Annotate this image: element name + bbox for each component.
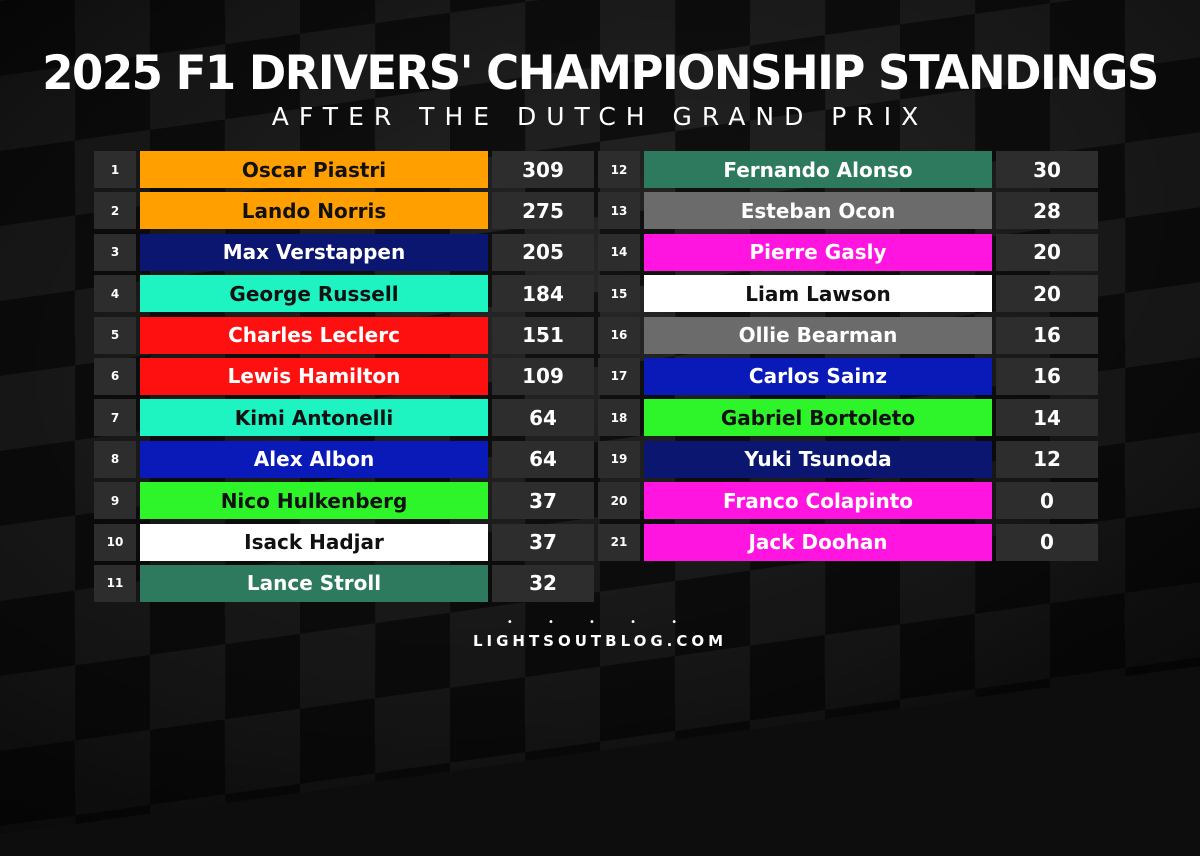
driver-points: 20 — [996, 275, 1098, 313]
position-number: 13 — [598, 192, 640, 230]
page-title: 2025 F1 DRIVERS' CHAMPIONSHIP STANDINGS — [42, 44, 1159, 101]
driver-name: Carlos Sainz — [644, 357, 992, 395]
position-number: 16 — [598, 316, 640, 354]
driver-points: 37 — [492, 523, 594, 561]
driver-points: 151 — [492, 316, 594, 354]
driver-points: 205 — [492, 233, 594, 271]
driver-name: Gabriel Bortoleto — [644, 399, 992, 437]
driver-name: Esteban Ocon — [644, 192, 992, 230]
position-number: 2 — [94, 192, 136, 230]
position-number: 21 — [598, 523, 640, 561]
driver-points: 37 — [492, 482, 594, 520]
driver-points: 14 — [996, 399, 1098, 437]
position-number: 18 — [598, 399, 640, 437]
page-subtitle: AFTER THE DUTCH GRAND PRIX — [271, 102, 929, 131]
position-number: 3 — [94, 233, 136, 271]
driver-name: Max Verstappen — [140, 233, 488, 271]
position-number: 4 — [94, 275, 136, 313]
footer-dots: • • • • • — [506, 617, 694, 628]
position-number: 19 — [598, 440, 640, 478]
driver-name: Lando Norris — [140, 192, 488, 230]
driver-points: 64 — [492, 399, 594, 437]
driver-name: Nico Hulkenberg — [140, 482, 488, 520]
position-number: 8 — [94, 440, 136, 478]
driver-points: 309 — [492, 151, 594, 188]
driver-points: 32 — [492, 564, 594, 602]
position-number: 10 — [94, 523, 136, 561]
driver-name: Kimi Antonelli — [140, 399, 488, 437]
driver-name: Lance Stroll — [140, 564, 488, 602]
driver-points: 275 — [492, 192, 594, 230]
driver-points: 30 — [996, 151, 1098, 188]
driver-points: 184 — [492, 275, 594, 313]
driver-name: Isack Hadjar — [140, 523, 488, 561]
position-number: 15 — [598, 275, 640, 313]
driver-name: Jack Doohan — [644, 523, 992, 561]
driver-name: Pierre Gasly — [644, 233, 992, 271]
driver-name: Fernando Alonso — [644, 151, 992, 188]
driver-name: Yuki Tsunoda — [644, 440, 992, 478]
driver-name: Alex Albon — [140, 440, 488, 478]
driver-name: Liam Lawson — [644, 275, 992, 313]
driver-points: 0 — [996, 482, 1098, 520]
driver-points: 28 — [996, 192, 1098, 230]
position-number: 1 — [94, 151, 136, 188]
position-number: 9 — [94, 482, 136, 520]
position-number: 5 — [94, 316, 136, 354]
position-number: 17 — [598, 357, 640, 395]
driver-name: Oscar Piastri — [140, 151, 488, 188]
position-number: 6 — [94, 357, 136, 395]
standings-graphic: 2025 F1 DRIVERS' CHAMPIONSHIP STANDINGS … — [42, 44, 1159, 650]
driver-points: 12 — [996, 440, 1098, 478]
position-number: 12 — [598, 151, 640, 188]
driver-points: 64 — [492, 440, 594, 478]
driver-name: Ollie Bearman — [644, 316, 992, 354]
position-number: 14 — [598, 233, 640, 271]
position-number: 11 — [94, 564, 136, 602]
driver-name: Charles Leclerc — [140, 316, 488, 354]
driver-points: 16 — [996, 357, 1098, 395]
driver-name: George Russell — [140, 275, 488, 313]
driver-points: 16 — [996, 316, 1098, 354]
driver-points: 20 — [996, 233, 1098, 271]
position-number: 7 — [94, 399, 136, 437]
driver-points: 109 — [492, 357, 594, 395]
driver-points: 0 — [996, 523, 1098, 561]
driver-name: Franco Colapinto — [644, 482, 992, 520]
driver-name: Lewis Hamilton — [140, 357, 488, 395]
position-number: 20 — [598, 482, 640, 520]
footer-site-url: LIGHTSOUTBLOG.COM — [472, 632, 728, 650]
